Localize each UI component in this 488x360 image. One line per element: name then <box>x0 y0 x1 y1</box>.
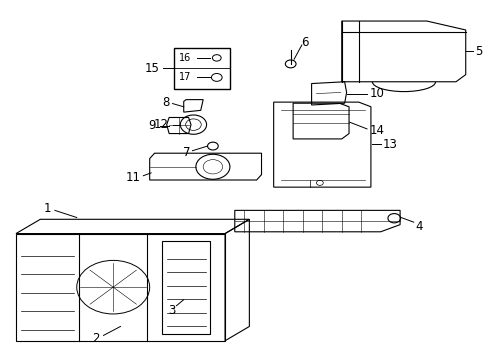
Text: 10: 10 <box>369 87 384 100</box>
Text: 12: 12 <box>154 118 169 131</box>
Text: 4: 4 <box>415 220 423 233</box>
Text: 3: 3 <box>167 304 175 317</box>
Text: 9: 9 <box>148 119 156 132</box>
Bar <box>162 241 210 334</box>
Text: 7: 7 <box>182 146 190 159</box>
Text: 16: 16 <box>178 53 190 63</box>
Text: 11: 11 <box>125 171 140 184</box>
Text: 8: 8 <box>162 96 169 109</box>
Text: 5: 5 <box>474 45 482 58</box>
Text: 1: 1 <box>44 202 51 215</box>
Text: 13: 13 <box>382 138 397 151</box>
Text: 17: 17 <box>178 72 190 82</box>
Text: 14: 14 <box>369 124 384 137</box>
Bar <box>174 48 229 89</box>
Text: 15: 15 <box>144 62 159 75</box>
Text: 2: 2 <box>92 333 100 346</box>
Text: 6: 6 <box>301 36 308 49</box>
